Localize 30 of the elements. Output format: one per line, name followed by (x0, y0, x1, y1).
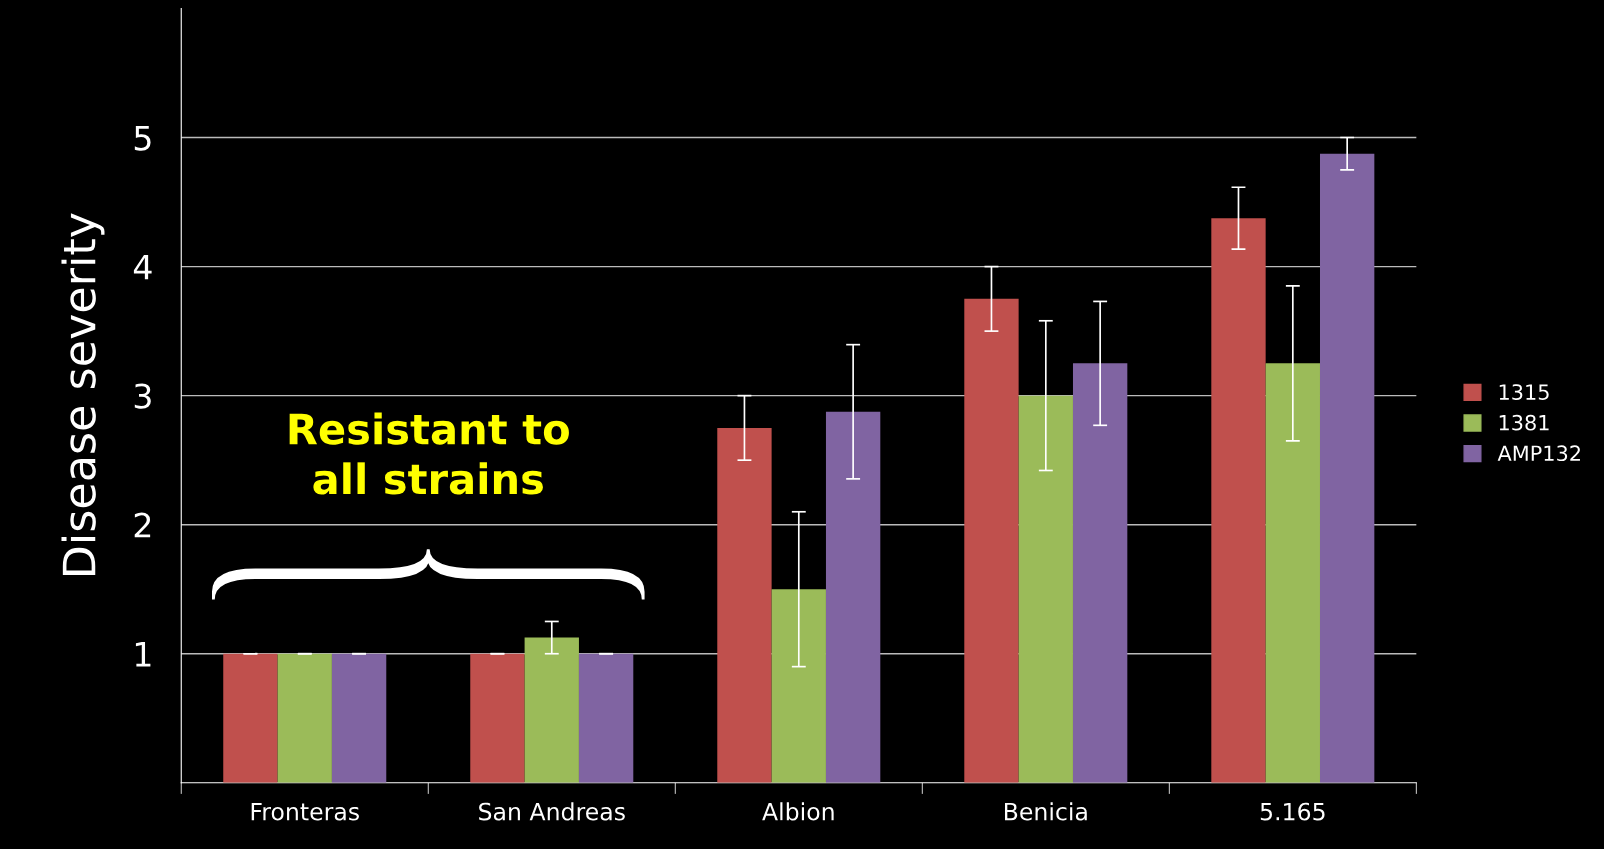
bar (717, 427, 772, 783)
x-tick-label: Fronteras (251, 802, 359, 821)
x-tick-label: San Andreas (479, 802, 625, 821)
bar (223, 653, 278, 783)
bar (1211, 218, 1266, 783)
bar (1072, 363, 1128, 783)
bar (825, 411, 881, 783)
x-tick-label: Benicia (1004, 802, 1087, 821)
y-tick-label: 5 (134, 125, 151, 151)
y-tick-label: 4 (133, 254, 152, 280)
x-tick-label: Albion (762, 802, 834, 821)
annotation: Resistant to all strains (289, 412, 569, 495)
bar (277, 653, 332, 783)
bar (578, 653, 634, 783)
legend-label: 1381 (1499, 414, 1549, 431)
y-tick-label: 2 (134, 512, 151, 538)
legend-label: 1315 (1499, 384, 1549, 400)
bar (771, 589, 826, 783)
bar (1320, 153, 1375, 783)
bar (964, 298, 1019, 783)
x-tick-label: 5.165 (1260, 802, 1325, 821)
bar (331, 653, 387, 783)
bar (524, 637, 579, 783)
bar (1265, 363, 1320, 783)
bar (1018, 395, 1073, 783)
legend-label: AMP132 (1497, 445, 1580, 462)
y-axis-title: Disease severity (61, 213, 105, 575)
y-tick-label: 3 (134, 383, 151, 409)
y-tick-label: 1 (135, 642, 151, 667)
bar (470, 653, 525, 783)
